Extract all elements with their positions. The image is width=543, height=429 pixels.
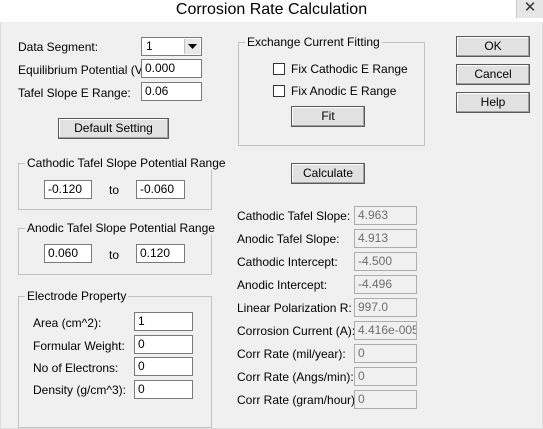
electrons-label: No of Electrons: (33, 361, 119, 375)
anodic-to-label: to (109, 248, 120, 262)
result-value: -4.496 (354, 275, 417, 294)
data-segment-value: 1 (146, 39, 153, 53)
result-value: 4.963 (354, 206, 417, 225)
tafel-range-label: Tafel Slope E Range: (18, 86, 131, 100)
cathodic-range-title: Cathodic Tafel Slope Potential Range (25, 156, 228, 170)
ok-button[interactable]: OK (456, 36, 530, 57)
cancel-button[interactable]: Cancel (456, 64, 530, 85)
result-label: Anodic Tafel Slope: (237, 232, 340, 246)
exchange-current-group: Exchange Current Fitting (238, 35, 425, 146)
result-value: 4.913 (354, 229, 417, 248)
formular-weight-label: Formular Weight: (33, 339, 125, 353)
anodic-from-input[interactable]: 0.060 (44, 244, 92, 263)
equilibrium-potential-input[interactable]: 0.000 (141, 59, 202, 78)
result-label: Corrosion Current (A): (237, 324, 356, 338)
anodic-range-title: Anodic Tafel Slope Potential Range (25, 221, 217, 235)
formular-weight-input[interactable]: 0 (134, 335, 193, 354)
electrode-property-title: Electrode Property (25, 289, 129, 303)
data-segment-select[interactable]: 1 (141, 37, 202, 56)
result-label: Linear Polarization R: (237, 301, 352, 315)
fit-button[interactable]: Fit (291, 106, 365, 127)
result-label: Anodic Intercept: (237, 278, 328, 292)
dialog-body: Data Segment: 1 Equilibrium Potential (V… (0, 22, 543, 429)
default-setting-button[interactable]: Default Setting (58, 118, 169, 139)
fix-cathodic-checkbox[interactable] (273, 63, 285, 75)
chevron-down-icon[interactable] (184, 39, 200, 54)
fix-anodic-checkbox[interactable] (273, 85, 285, 97)
cathodic-to-label: to (109, 183, 120, 197)
result-label: Corr Rate (gram/hour): (237, 393, 359, 407)
result-value: 4.416e-005 (354, 321, 417, 340)
area-input[interactable]: 1 (134, 312, 193, 331)
equilibrium-potential-label: Equilibrium Potential (V): (18, 63, 151, 77)
data-segment-label: Data Segment: (18, 40, 99, 54)
electrode-property-group: Electrode Property (18, 289, 212, 428)
fix-anodic-label: Fix Anodic E Range (291, 84, 397, 98)
result-label: Cathodic Tafel Slope: (237, 209, 351, 223)
result-label: Corr Rate (mil/year): (237, 347, 346, 361)
result-value: 0 (354, 367, 417, 386)
result-value: 0 (354, 390, 417, 409)
result-label: Corr Rate (Angs/min): (237, 370, 354, 384)
calculate-button[interactable]: Calculate (291, 163, 365, 184)
result-value: 0 (354, 344, 417, 363)
help-button[interactable]: Help (456, 92, 530, 113)
cathodic-to-input[interactable]: -0.060 (136, 180, 185, 199)
result-label: Cathodic Intercept: (237, 255, 338, 269)
cathodic-from-input[interactable]: -0.120 (44, 180, 92, 199)
close-icon[interactable]: ✕ (516, 0, 543, 18)
result-value: -4.500 (354, 252, 417, 271)
density-label: Density (g/cm^3): (33, 383, 126, 397)
fix-cathodic-label: Fix Cathodic E Range (291, 62, 408, 76)
anodic-to-input[interactable]: 0.120 (136, 244, 185, 263)
result-value: 997.0 (354, 298, 417, 317)
tafel-range-input[interactable]: 0.06 (141, 82, 202, 101)
title-bar: Corrosion Rate Calculation ✕ (0, 0, 543, 22)
exchange-current-title: Exchange Current Fitting (245, 35, 382, 49)
window-title: Corrosion Rate Calculation (175, 1, 368, 18)
cathodic-range-group: Cathodic Tafel Slope Potential Range (18, 156, 228, 210)
area-label: Area (cm^2): (33, 316, 102, 330)
density-input[interactable]: 0 (134, 380, 193, 399)
electrons-input[interactable]: 0 (134, 357, 193, 376)
anodic-range-group: Anodic Tafel Slope Potential Range (18, 221, 217, 275)
